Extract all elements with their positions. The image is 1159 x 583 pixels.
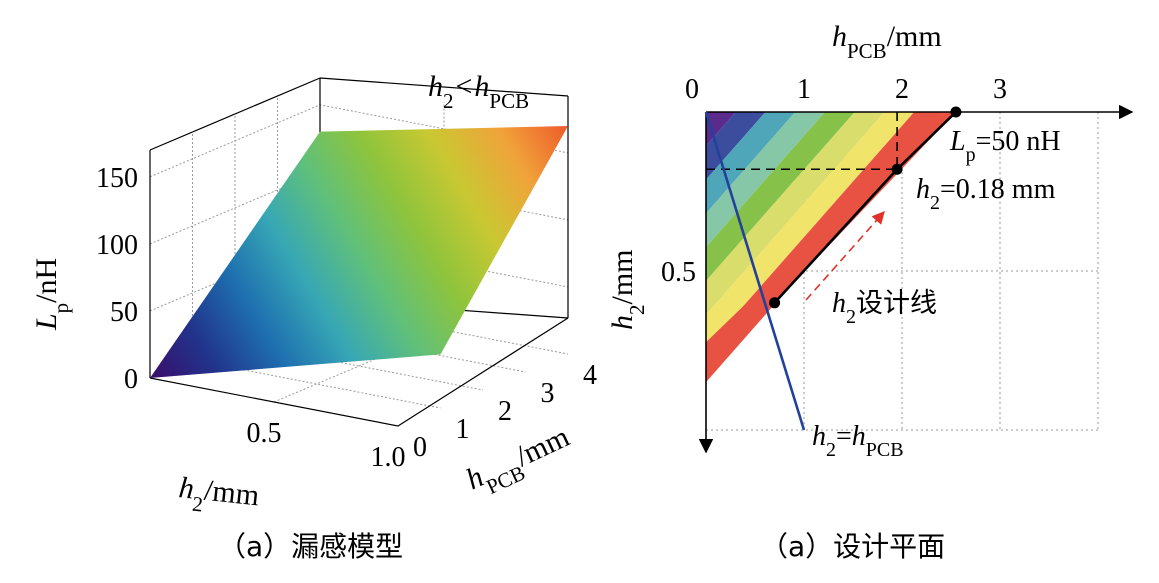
intersection-point <box>769 297 781 309</box>
y-tick-label: 4 <box>583 360 597 391</box>
z-axis-label: Lp/nH <box>30 258 73 331</box>
plane-x-tick-label: 0 <box>685 74 699 105</box>
z-tick-label: 0 <box>124 364 138 395</box>
z-tick-label: 100 <box>96 230 138 261</box>
plane-x-tick-label: 1 <box>797 74 811 105</box>
plane-x-tick-label: 2 <box>895 74 909 105</box>
z-tick-label: 50 <box>110 297 138 328</box>
design-direction-arrow <box>805 211 885 301</box>
y-tick-label: 0 <box>413 432 427 463</box>
y-axis-label: hPCB/mm <box>461 420 579 505</box>
design-line-label: h2设计线 <box>832 288 937 328</box>
lp-line-end-point <box>950 106 962 118</box>
plane-y-tick-label: 0.5 <box>661 257 696 288</box>
design-point-label: h2=0.18 mm <box>916 174 1056 214</box>
caption-left: （a）漏感模型 <box>218 530 403 563</box>
diagonal-label: h2=hPCB <box>812 421 904 461</box>
plane-y-tick-labels: 0.5 <box>661 257 696 288</box>
contour-band <box>706 112 885 383</box>
z-tick-labels: 0 50 100 150 <box>96 163 138 395</box>
x-tick-label: 0.5 <box>247 418 282 449</box>
x-tick-label: 1.0 <box>371 442 406 473</box>
x-axis-label: h2/mm <box>176 471 261 522</box>
contour-band <box>706 112 855 383</box>
diagonal-line <box>704 111 806 431</box>
x-tick-labels: 0.5 1.0 <box>247 418 406 473</box>
design-point-guides <box>706 112 898 171</box>
contour-band <box>706 112 825 383</box>
plane-x-tick-labels: 0 1 2 3 <box>685 74 1007 105</box>
contour-band <box>706 112 796 383</box>
y-tick-label: 2 <box>498 396 512 427</box>
y-tick-label: 1 <box>456 414 470 445</box>
design-plane-panel: 0 1 2 3 0.5 hPCB/mm h2/mm Lp=50 nH h2=0.18 … <box>606 20 1134 563</box>
y-tick-label: 3 <box>541 378 555 409</box>
surface-mesh <box>150 126 568 378</box>
contour-band <box>706 112 915 383</box>
plane-x-axis-label: hPCB/mm <box>832 20 942 63</box>
surface-annotation: h2<hPCB <box>428 70 529 113</box>
lp-line-label: Lp=50 nH <box>949 126 1061 166</box>
plane-x-tick-label: 3 <box>993 74 1007 105</box>
caption-right: （a）设计平面 <box>760 530 945 563</box>
design-point <box>891 163 903 175</box>
plane-y-axis-label: h2/mm <box>606 249 649 330</box>
z-tick-label: 150 <box>96 163 138 194</box>
